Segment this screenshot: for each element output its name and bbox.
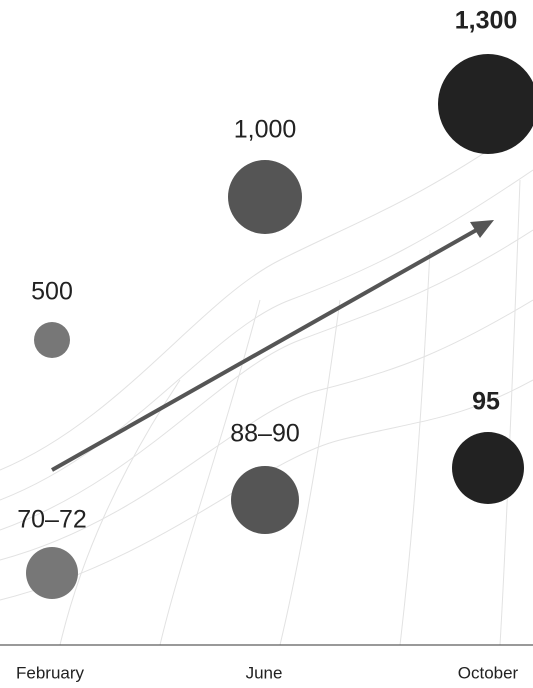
bubble (34, 322, 70, 358)
value-label: 1,000 (234, 116, 297, 144)
bubble (452, 432, 524, 504)
x-tick-label: October (458, 663, 519, 682)
value-label: 70–72 (17, 506, 87, 534)
value-label: 95 (472, 388, 500, 416)
x-tick-label: February (16, 663, 85, 682)
trend-arrow (51, 226, 481, 472)
arrow-head (470, 220, 494, 238)
bubble (228, 160, 302, 234)
x-tick-label: June (246, 663, 283, 682)
value-label: 500 (31, 278, 73, 306)
value-label: 1,300 (455, 7, 518, 35)
bubble (26, 547, 78, 599)
value-label: 88–90 (230, 420, 300, 448)
bubble (231, 466, 299, 534)
bubble (438, 54, 533, 154)
